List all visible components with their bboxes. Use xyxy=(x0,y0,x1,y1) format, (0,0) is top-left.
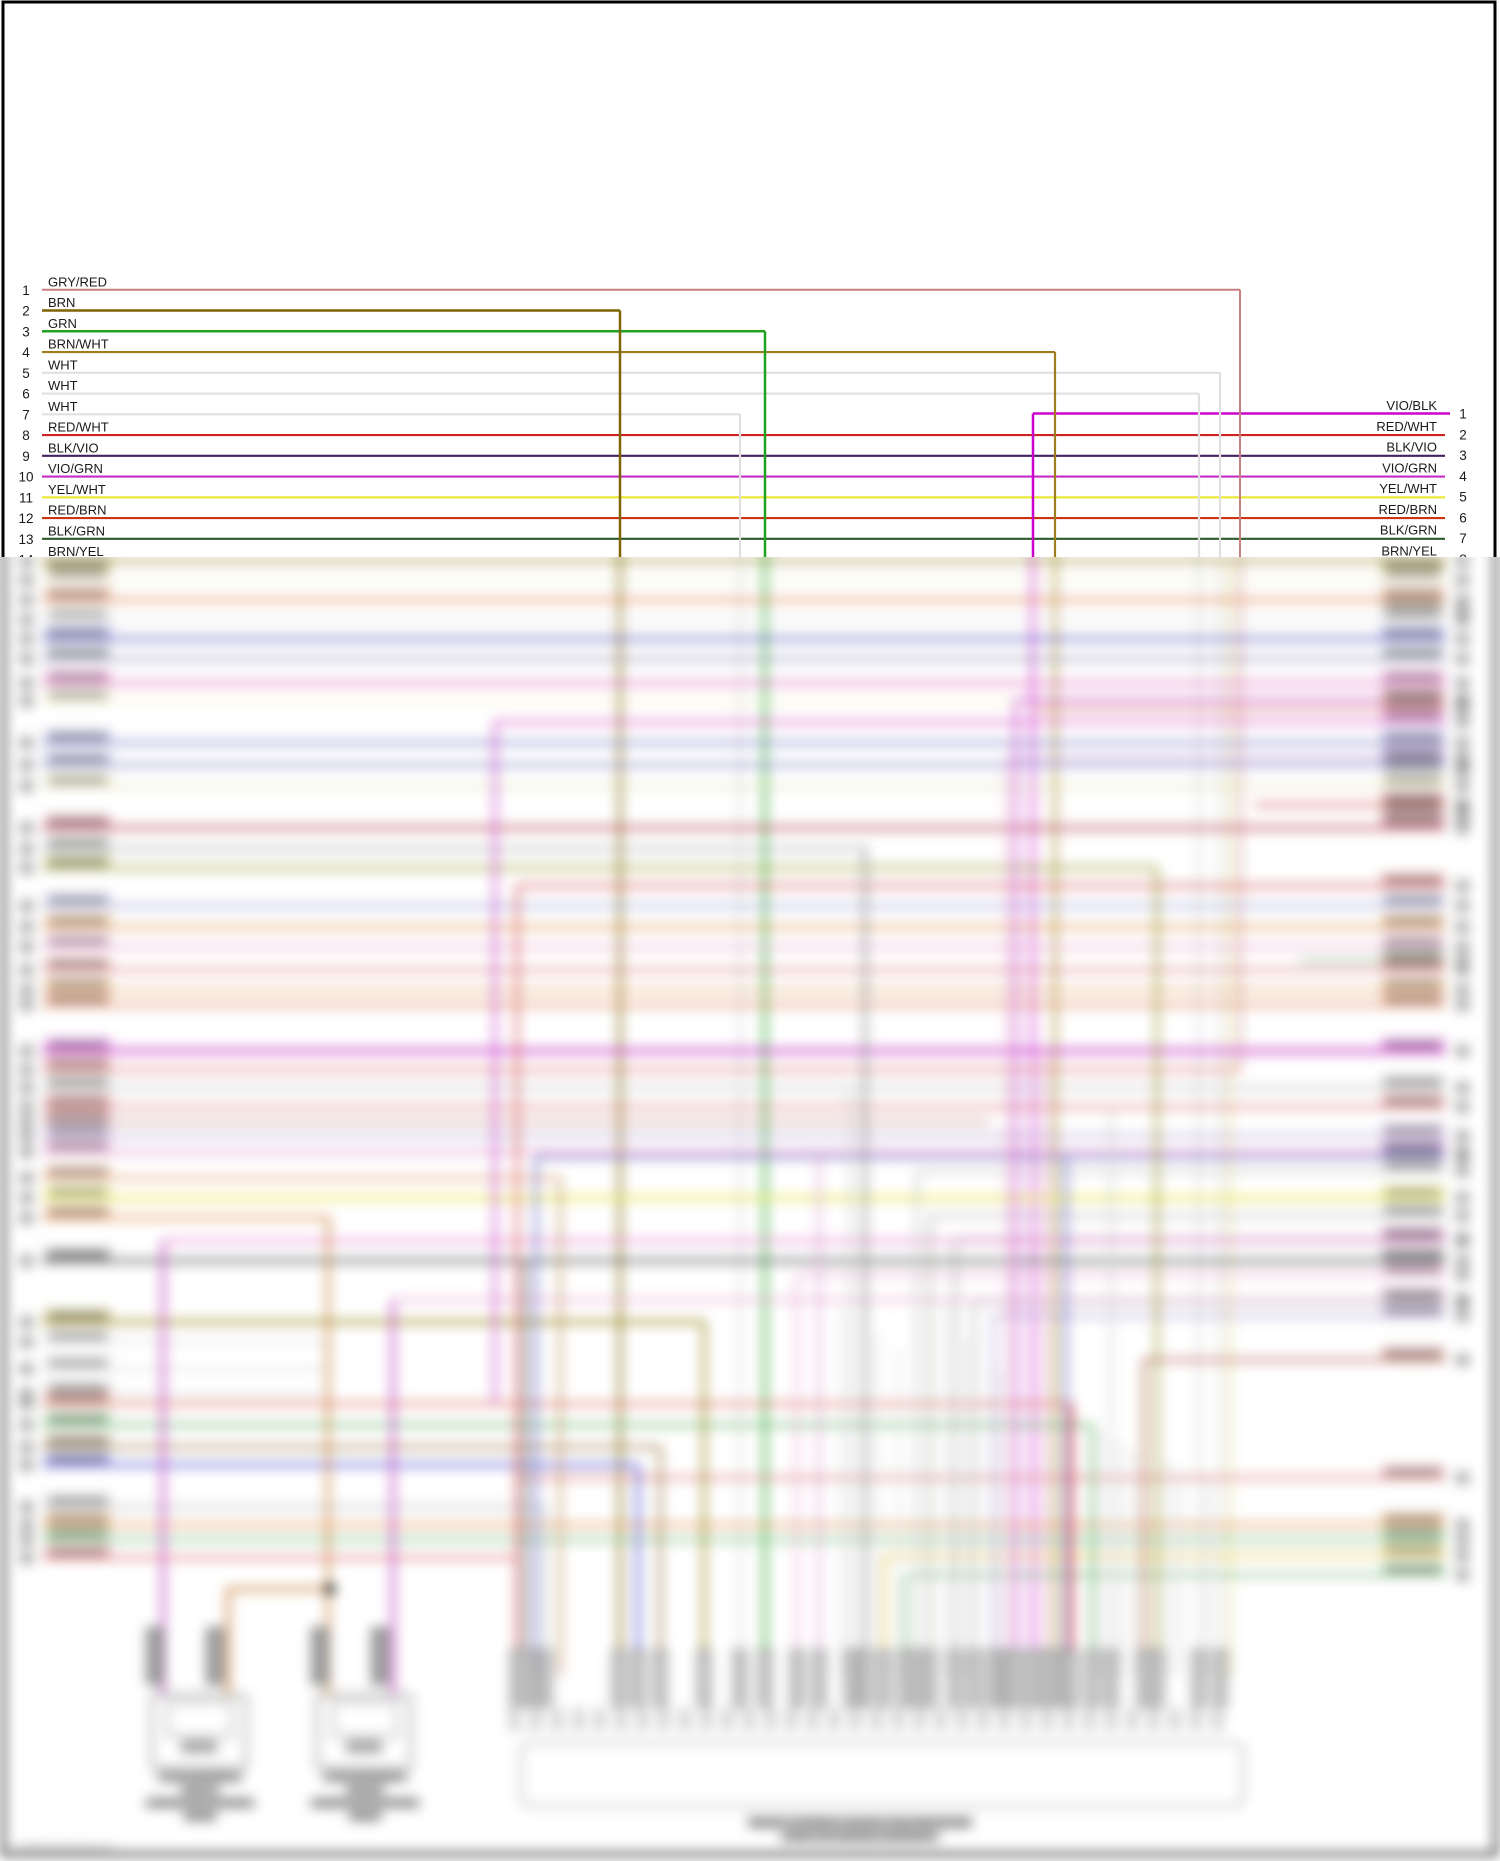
svg-text:COIL ANTENNA: COIL ANTENNA xyxy=(330,1772,400,1783)
svg-text:2: 2 xyxy=(1459,427,1467,442)
svg-text:8: 8 xyxy=(22,428,30,443)
svg-text:(20-1): (20-1) xyxy=(187,1785,212,1796)
svg-text:13: 13 xyxy=(18,532,33,547)
svg-text:GRY/RED: GRY/RED xyxy=(48,274,107,289)
svg-text:YEL/WHT: YEL/WHT xyxy=(1379,481,1437,496)
svg-text:6: 6 xyxy=(22,387,30,402)
svg-text:10: 10 xyxy=(18,470,33,485)
svg-text:BLK/GRN: BLK/GRN xyxy=(48,523,105,538)
svg-text:1: 1 xyxy=(22,283,30,298)
svg-text:RADIO / STEREO / AUDIO / NAV R: RADIO / STEREO / AUDIO / NAV RECEIVER xyxy=(749,1817,972,1829)
svg-text:VIO/GRN: VIO/GRN xyxy=(1382,460,1437,475)
svg-text:RED/BRN: RED/BRN xyxy=(48,503,107,518)
svg-text:RED/BRN: RED/BRN xyxy=(1378,502,1437,517)
svg-text:BLK/VIO: BLK/VIO xyxy=(1386,440,1437,455)
svg-text:12: 12 xyxy=(18,511,33,526)
svg-text:WHT: WHT xyxy=(48,378,78,393)
svg-text:WIRE): WIRE) xyxy=(186,1811,214,1822)
svg-text:WHT: WHT xyxy=(48,357,78,372)
svg-text:troubleshootmywiring.com: troubleshootmywiring.com xyxy=(15,1841,114,1851)
svg-text:COIL ANTENNA: COIL ANTENNA xyxy=(165,1772,235,1783)
svg-text:VIO/GRN: VIO/GRN xyxy=(48,461,103,476)
svg-text:7: 7 xyxy=(22,407,30,422)
svg-text:BRN: BRN xyxy=(48,295,75,310)
svg-text:4: 4 xyxy=(22,345,30,360)
svg-text:(20-2): (20-2) xyxy=(352,1785,377,1796)
svg-text:1: 1 xyxy=(1459,407,1467,422)
svg-text:5: 5 xyxy=(22,366,30,381)
svg-text:PART OF WIRING HARNESS: PART OF WIRING HARNESS xyxy=(787,1831,934,1843)
svg-text:WHT: WHT xyxy=(48,399,78,414)
svg-text:7: 7 xyxy=(1459,531,1467,546)
svg-text:VIO/BLK: VIO/BLK xyxy=(1386,398,1437,413)
svg-text:8: 8 xyxy=(1459,552,1467,567)
svg-text:GRN: GRN xyxy=(48,316,77,331)
svg-text:BRN/YEL: BRN/YEL xyxy=(48,544,104,559)
svg-text:3: 3 xyxy=(1459,448,1467,463)
svg-text:9: 9 xyxy=(22,449,30,464)
svg-text:14: 14 xyxy=(18,553,34,568)
svg-text:(FRONT OF CLUSTER: (FRONT OF CLUSTER xyxy=(316,1798,415,1809)
svg-text:2: 2 xyxy=(22,304,30,319)
svg-text:BRN/YEL: BRN/YEL xyxy=(1381,543,1437,558)
svg-text:RED/WHT: RED/WHT xyxy=(48,420,109,435)
svg-text:5: 5 xyxy=(1459,490,1467,505)
svg-text:RED/WHT: RED/WHT xyxy=(1376,419,1437,434)
svg-text:(FRONT OF CLUSTER: (FRONT OF CLUSTER xyxy=(151,1798,250,1809)
svg-text:BLK/VIO: BLK/VIO xyxy=(48,440,99,455)
svg-text:WIRE): WIRE) xyxy=(351,1811,379,1822)
svg-text:6: 6 xyxy=(1459,510,1467,525)
svg-text:BLK/GRN: BLK/GRN xyxy=(1380,523,1437,538)
svg-text:3: 3 xyxy=(22,324,30,339)
svg-text:4: 4 xyxy=(1459,469,1467,484)
svg-text:BRN/WHT: BRN/WHT xyxy=(48,337,109,352)
svg-text:11: 11 xyxy=(19,490,33,505)
svg-text:YEL/WHT: YEL/WHT xyxy=(48,482,106,497)
